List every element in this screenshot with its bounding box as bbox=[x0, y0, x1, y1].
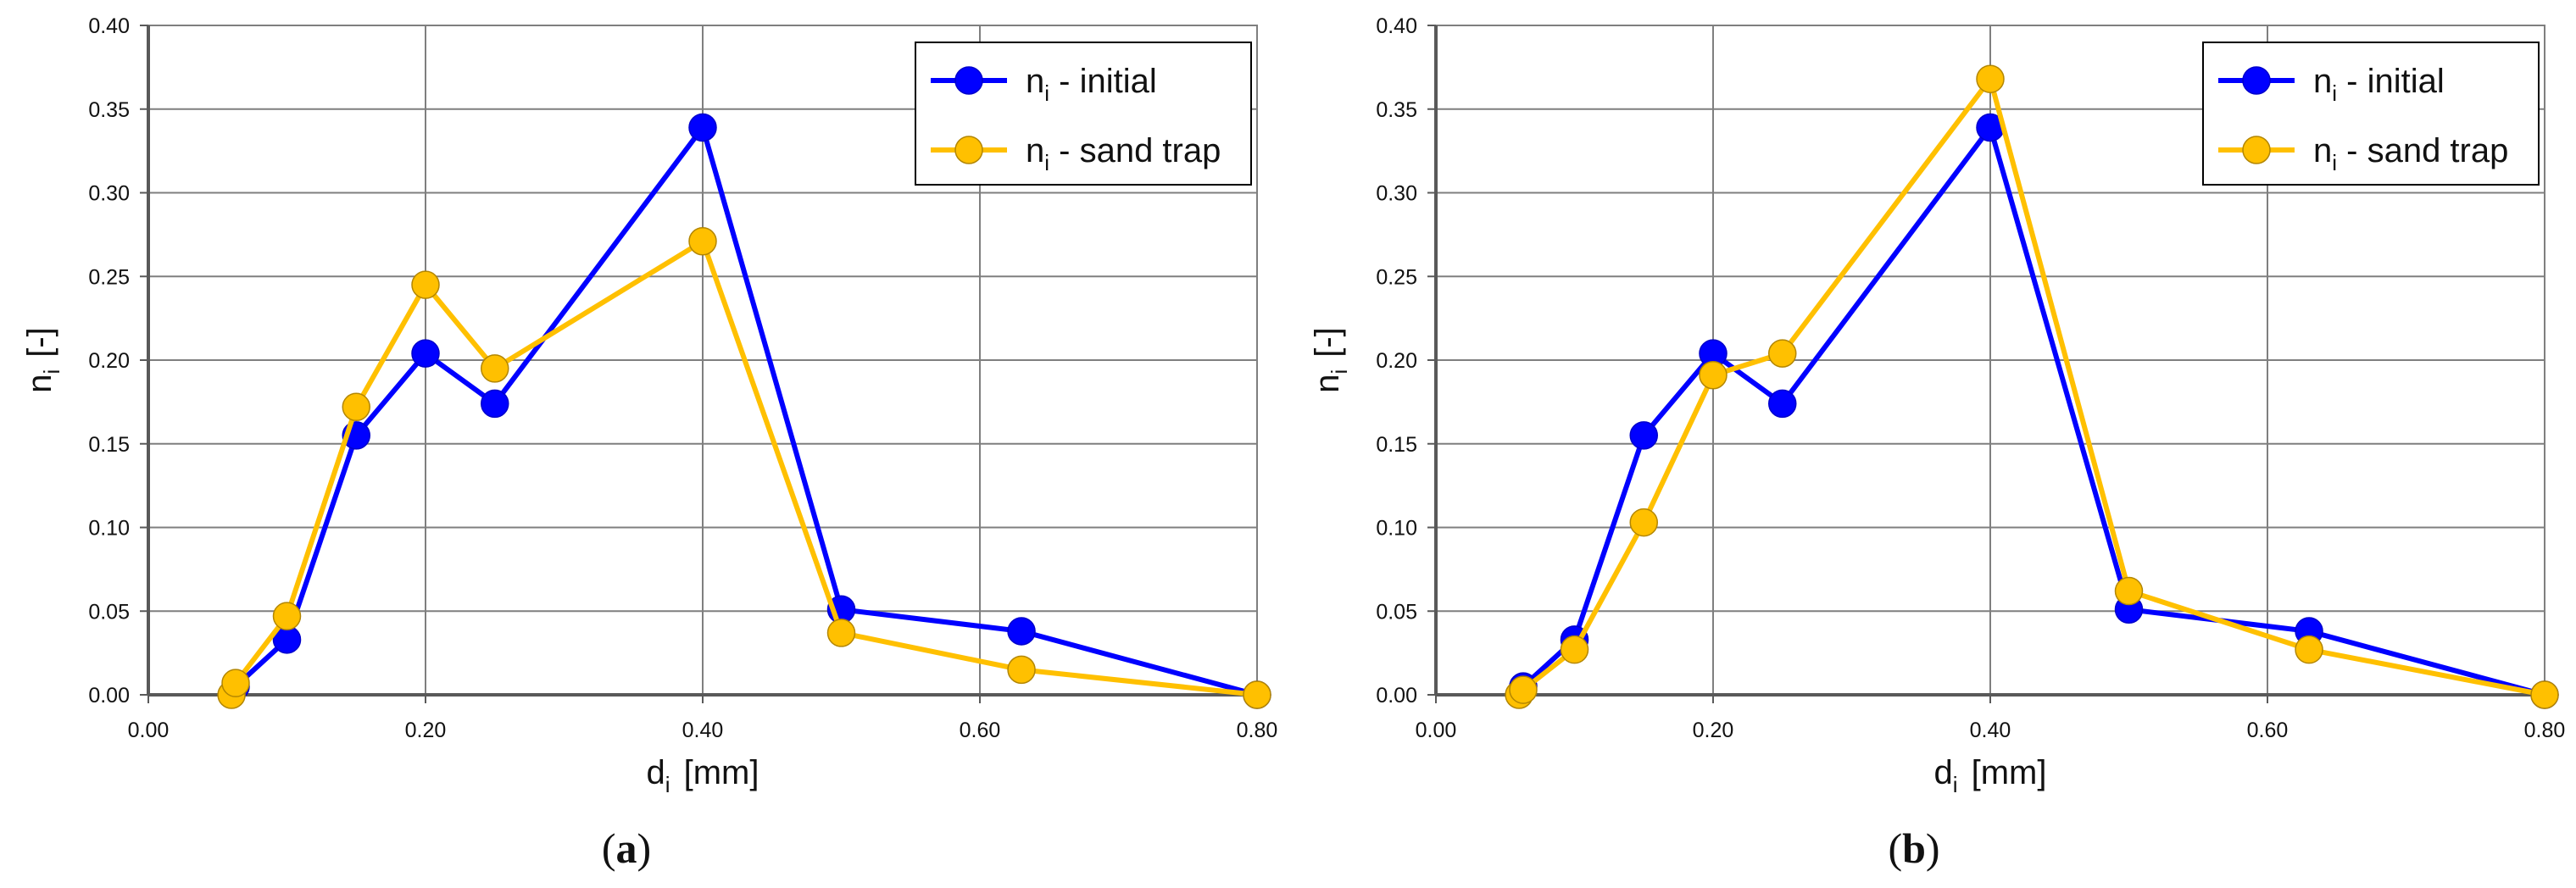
chart-b-x-tick-label: 0.60 bbox=[2247, 719, 2289, 742]
chart-a-series-sand-trap-point bbox=[481, 354, 509, 383]
chart-b-series-sand-trap-point bbox=[1699, 361, 1728, 390]
chart-b-y-tick-label: 0.20 bbox=[1376, 349, 1417, 373]
chart-a-legend-entry-sand-trap-swatch-marker bbox=[954, 136, 983, 164]
chart-panel-b: 0.00 0.05 0.10 0.15 0.20 0.25 0.30 0.35 0.40 0.00… bbox=[1288, 0, 2576, 888]
chart-a-legend-entry-initial: ni - initial bbox=[931, 63, 1157, 106]
chart-b-y-tick-label: 0.25 bbox=[1376, 265, 1417, 289]
chart-a-series-sand-trap-point bbox=[1243, 680, 1271, 709]
chart-b-legend-entry-initial: ni - initial bbox=[2218, 63, 2445, 106]
chart-b-y-axis-label: ni[-] bbox=[1309, 327, 1352, 393]
chart-b-x-tick-label: 0.00 bbox=[1416, 719, 1457, 742]
chart-b-series-initial-point bbox=[1629, 421, 1658, 450]
chart-b-legend-entry-sand-trap-swatch-marker bbox=[2242, 136, 2271, 164]
chart-a-y-tick-label: 0.05 bbox=[88, 600, 130, 624]
chart-a-x-axis-label: di [mm] bbox=[647, 754, 759, 797]
chart-a-series-initial-point bbox=[411, 339, 440, 368]
chart-a-legend-entry-sand-trap: ni - sand trap bbox=[931, 132, 1221, 175]
chart-a-y-tick-label: 0.20 bbox=[88, 349, 130, 373]
chart-b-panel-caption: (b) bbox=[1888, 824, 1939, 872]
chart-a-panel-caption: (a) bbox=[602, 824, 651, 872]
chart-a-svg: 0.00 0.05 0.10 0.15 0.20 0.25 0.30 0.35 0.40 0.00… bbox=[21, 14, 1278, 872]
chart-b-series-sand-trap-point bbox=[2295, 635, 2323, 664]
chart-b-series-sand-trap-point bbox=[1629, 508, 1658, 537]
chart-b-series-sand-trap-point bbox=[1560, 635, 1589, 664]
chart-b-y-tick-label: 0.05 bbox=[1376, 600, 1417, 624]
chart-b-y-tick-label: 0.15 bbox=[1376, 433, 1417, 457]
chart-a-x-tick-label: 0.40 bbox=[682, 719, 724, 742]
chart-a-y-tick-label: 0.25 bbox=[88, 265, 130, 289]
chart-a-x-tick-label: 0.00 bbox=[128, 719, 170, 742]
chart-a-y-axis-label: ni[-] bbox=[21, 327, 64, 393]
chart-b-series-sand-trap-point bbox=[1976, 64, 2005, 93]
chart-a-series-sand-trap bbox=[217, 227, 1271, 709]
chart-a-series-sand-trap-point bbox=[221, 669, 250, 697]
chart-b-series-sand-trap-point bbox=[2114, 576, 2144, 606]
chart-a-y-tick-label: 0.40 bbox=[88, 14, 130, 38]
chart-b-y-tick-label: 0.40 bbox=[1376, 14, 1417, 38]
chart-a-series-sand-trap-point bbox=[1007, 655, 1036, 685]
chart-a-legend-entry-initial-label: ni - initial bbox=[1026, 63, 1157, 106]
chart-b-y-tick-label: 0.30 bbox=[1376, 182, 1417, 206]
chart-b-y-tick-label: 0.00 bbox=[1376, 684, 1417, 708]
chart-a-y-tick-label: 0.30 bbox=[88, 182, 130, 206]
chart-a-y-tick-label: 0.10 bbox=[88, 517, 130, 541]
chart-a-legend: ni - initial ni - sand trap bbox=[915, 42, 1252, 186]
chart-a-series-sand-trap-point bbox=[411, 270, 440, 299]
chart-b-series-sand-trap-point bbox=[1509, 675, 1538, 704]
chart-b-y-tick-label: 0.10 bbox=[1376, 517, 1417, 541]
chart-b-x-tick-label: 0.20 bbox=[1693, 719, 1734, 742]
chart-a-series-initial-point bbox=[481, 389, 509, 419]
chart-a-series-initial-point bbox=[688, 113, 717, 142]
chart-a-series-sand-trap-point bbox=[826, 619, 856, 647]
chart-b-x-tick-label: 0.40 bbox=[1970, 719, 2011, 742]
chart-a-series-sand-trap-point bbox=[688, 227, 717, 256]
chart-panel-a: 0.00 0.05 0.10 0.15 0.20 0.25 0.30 0.35 0.40 0.00… bbox=[21, 14, 1278, 872]
chart-b-series-sand-trap-line bbox=[1516, 76, 2545, 697]
chart-b-legend-entry-sand-trap: ni - sand trap bbox=[2218, 132, 2508, 175]
chart-a-series-sand-trap-line bbox=[229, 238, 1258, 697]
chart-b-x-tick-label: 0.80 bbox=[2524, 719, 2566, 742]
chart-b-series-sand-trap bbox=[1505, 64, 2559, 709]
chart-b-x-axis-label: di [mm] bbox=[1934, 754, 2047, 797]
chart-b-svg: 0.00 0.05 0.10 0.15 0.20 0.25 0.30 0.35 0.40 0.00… bbox=[1309, 14, 2566, 872]
chart-a-x-tick-label: 0.60 bbox=[960, 719, 1001, 742]
chart-a-x-tick-label: 0.80 bbox=[1237, 719, 1278, 742]
chart-b-legend: ni - initial ni - sand trap bbox=[2202, 42, 2540, 186]
chart-b-legend-entry-initial-swatch-marker bbox=[2242, 66, 2271, 95]
chart-b-series-initial-point bbox=[1768, 389, 1797, 419]
chart-b-series-sand-trap-point bbox=[1768, 339, 1797, 368]
chart-a-y-tick-label: 0.15 bbox=[88, 433, 130, 457]
chart-a-y-tick-label: 0.00 bbox=[88, 684, 130, 708]
chart-a-x-tick-label: 0.20 bbox=[405, 719, 447, 742]
chart-b-series-sand-trap-point bbox=[2530, 680, 2559, 709]
chart-a-y-tick-label: 0.35 bbox=[88, 98, 130, 122]
chart-b-legend-entry-sand-trap-label: ni - sand trap bbox=[2313, 132, 2508, 175]
chart-b-y-tick-label: 0.35 bbox=[1376, 98, 1417, 122]
chart-a-series-sand-trap-point bbox=[342, 392, 370, 422]
chart-a-series-initial-point bbox=[1007, 617, 1036, 646]
chart-a-legend-entry-initial-swatch-marker bbox=[954, 66, 983, 95]
chart-a-series-sand-trap-point bbox=[272, 602, 302, 630]
chart-a-legend-entry-sand-trap-label: ni - sand trap bbox=[1026, 132, 1221, 175]
chart-b-legend-entry-initial-label: ni - initial bbox=[2313, 63, 2445, 106]
